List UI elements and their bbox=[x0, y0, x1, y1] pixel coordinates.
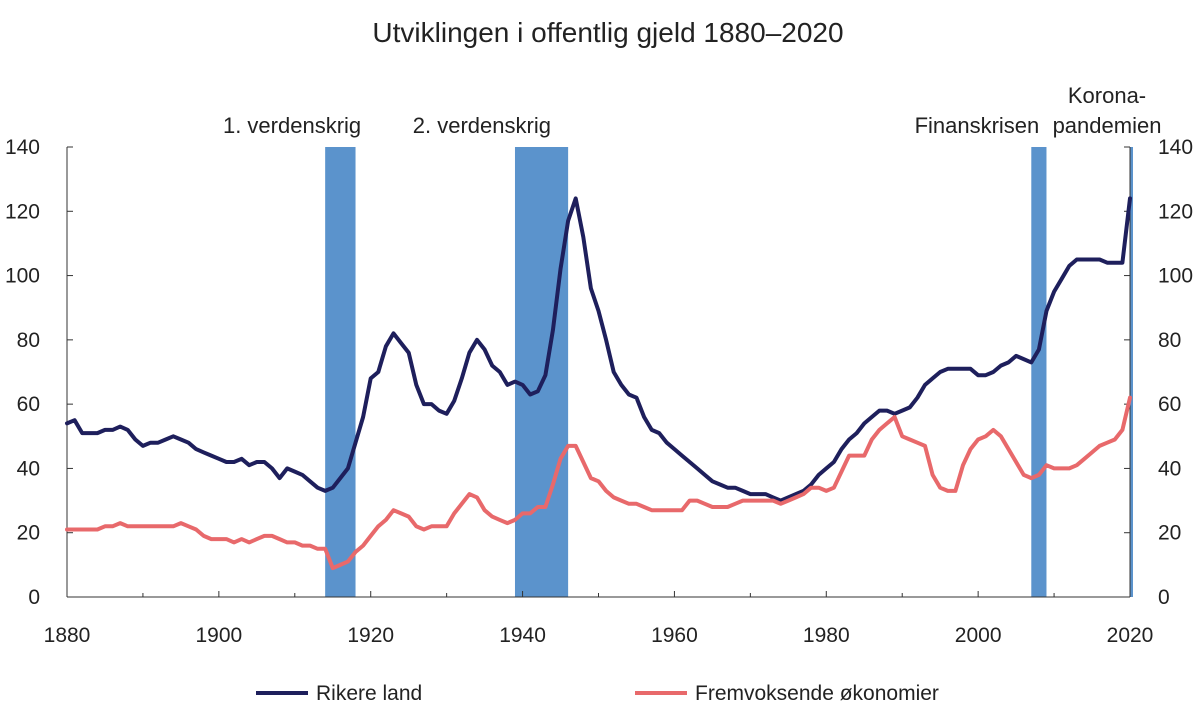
y-tick-label-left: 0 bbox=[28, 586, 40, 609]
y-tick-label-left: 60 bbox=[17, 393, 40, 416]
chart-title: Utviklingen i offentlig gjeld 1880–2020 bbox=[372, 17, 843, 48]
y-tick-label-left: 40 bbox=[17, 457, 40, 480]
x-tick-label: 1880 bbox=[44, 624, 91, 647]
y-tick-label-right: 120 bbox=[1158, 200, 1193, 223]
y-tick-label-left: 140 bbox=[5, 136, 40, 159]
x-tick-label: 2000 bbox=[955, 624, 1002, 647]
series-line-2 bbox=[65, 395, 1132, 571]
y-tick-label-left: 20 bbox=[17, 522, 40, 545]
x-tick-label: 1960 bbox=[651, 624, 698, 647]
y-tick-label-left: 100 bbox=[5, 265, 40, 288]
y-tick-label-left: 80 bbox=[17, 329, 40, 352]
x-tick-label: 1940 bbox=[499, 624, 546, 647]
event-label: 1. verdenskrig bbox=[223, 113, 361, 138]
event-band-3 bbox=[1031, 147, 1047, 597]
y-tick-label-left: 120 bbox=[5, 200, 40, 223]
event-bands: 1. verdenskrig 2. verdenskrig Finanskrisen… bbox=[223, 83, 1161, 597]
y-tick-label-right: 20 bbox=[1158, 522, 1181, 545]
legend-label-1: Rikere land bbox=[316, 682, 422, 705]
y-tick-label-right: 0 bbox=[1158, 586, 1170, 609]
x-tick-label: 2020 bbox=[1107, 624, 1154, 647]
y-tick-label-right: 100 bbox=[1158, 265, 1193, 288]
event-label: pandemien bbox=[1053, 113, 1162, 138]
event-band-4 bbox=[1130, 147, 1133, 597]
y-tick-label-right: 60 bbox=[1158, 393, 1181, 416]
x-tick-label: 1920 bbox=[347, 624, 394, 647]
series-line-1 bbox=[65, 196, 1132, 503]
event-label: Korona- bbox=[1068, 83, 1146, 108]
y-tick-label-right: 80 bbox=[1158, 329, 1181, 352]
event-band-1 bbox=[325, 147, 356, 597]
legend: Rikere land Fremvoksende økonomier bbox=[256, 682, 939, 705]
event-band-2 bbox=[514, 147, 569, 597]
legend-label-2: Fremvoksende økonomier bbox=[695, 682, 939, 705]
x-tick-label: 1980 bbox=[803, 624, 850, 647]
series bbox=[65, 196, 1132, 571]
x-tick-label: 1900 bbox=[195, 624, 242, 647]
y-tick-label-right: 140 bbox=[1158, 136, 1193, 159]
event-label: 2. verdenskrig bbox=[413, 113, 551, 138]
y-tick-label-right: 40 bbox=[1158, 457, 1181, 480]
event-label: Finanskrisen bbox=[915, 113, 1040, 138]
